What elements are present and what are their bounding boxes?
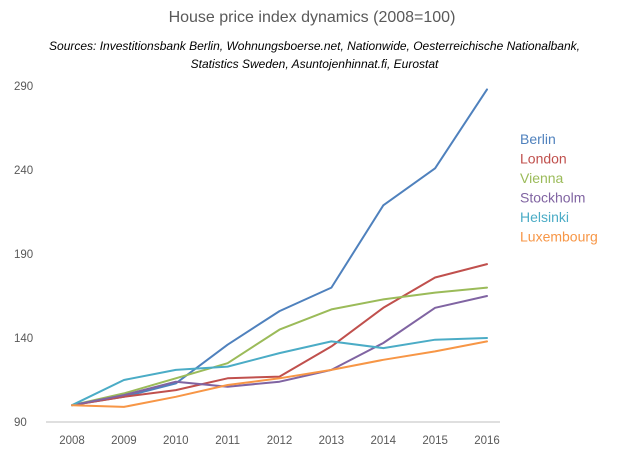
y-tick-label: 240 bbox=[14, 165, 33, 177]
y-tick-label: 90 bbox=[14, 417, 27, 429]
series-line-vienna bbox=[71, 286, 488, 407]
x-tick-label: 2014 bbox=[370, 435, 396, 447]
series-line-helsinki bbox=[71, 337, 488, 407]
series-line-luxembourg bbox=[71, 340, 488, 408]
legend-item-stockholm: Stockholm bbox=[520, 190, 585, 206]
x-tick-label: 2009 bbox=[111, 435, 137, 447]
chart-subtitle: Sources: Investitionsbank Berlin, Wohnun… bbox=[49, 39, 580, 71]
legend-item-luxembourg: Luxembourg bbox=[520, 229, 598, 245]
legend-item-london: London bbox=[520, 151, 567, 167]
legend-item-helsinki: Helsinki bbox=[520, 209, 569, 225]
legend-item-vienna: Vienna bbox=[520, 170, 564, 186]
x-tick-label: 2015 bbox=[422, 435, 448, 447]
x-tick-label: 2013 bbox=[319, 435, 345, 447]
x-tick-label: 2011 bbox=[215, 435, 240, 447]
series-line-stockholm bbox=[71, 295, 488, 407]
x-tick-label: 2010 bbox=[163, 435, 189, 447]
x-tick-label: 2012 bbox=[267, 435, 293, 447]
y-tick-label: 290 bbox=[14, 81, 33, 93]
series-line-berlin bbox=[71, 88, 488, 407]
x-tick-label: 2008 bbox=[59, 435, 85, 447]
y-tick-label: 190 bbox=[14, 249, 33, 261]
x-tick-label: 2016 bbox=[474, 435, 500, 447]
chart-title: House price index dynamics (2008=100) bbox=[168, 9, 456, 26]
legend-item-berlin: Berlin bbox=[520, 131, 556, 147]
y-tick-label: 140 bbox=[14, 333, 33, 345]
series-line-london bbox=[71, 263, 488, 407]
